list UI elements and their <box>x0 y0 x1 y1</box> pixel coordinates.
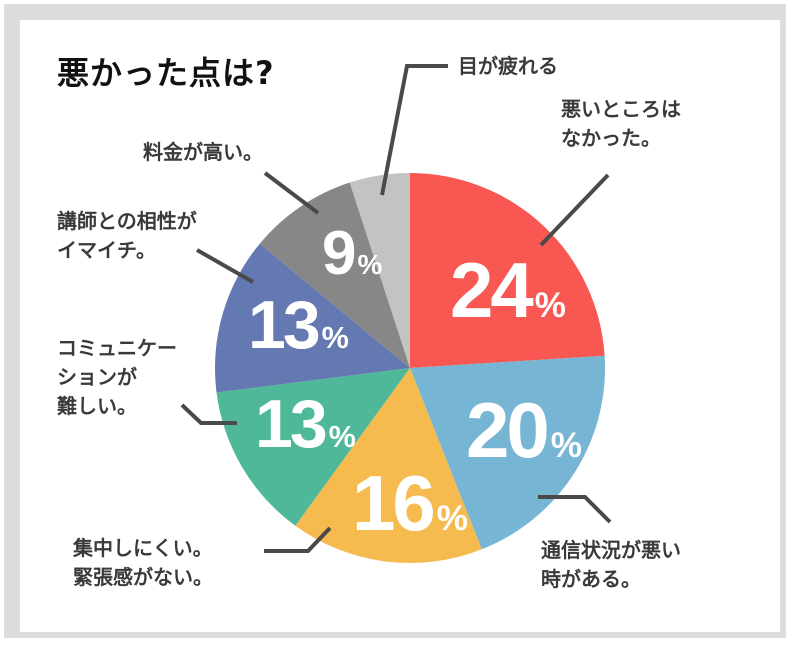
pie-slice <box>410 173 605 368</box>
leader-line-none <box>539 173 610 247</box>
leader-line-price <box>263 171 320 215</box>
chart-title: 悪かった点は? <box>57 54 275 92</box>
pie-slice <box>215 243 410 393</box>
pie-slice <box>349 173 410 368</box>
pie-slice <box>410 355 606 550</box>
label-none: 悪いところは なかった。 <box>561 97 681 150</box>
leader-line-teacher <box>196 248 254 284</box>
pct-price: 9% <box>322 219 383 288</box>
label-eyes: 目が疲れる <box>458 54 558 78</box>
pie-slice <box>216 368 410 526</box>
leader-lines <box>180 64 612 553</box>
pie-slice <box>295 368 482 563</box>
label-price: 料金が高い。 <box>143 140 263 164</box>
pct-focus: 16% <box>352 459 468 547</box>
pct-teacher: 13% <box>248 287 349 363</box>
leader-line-communication <box>180 403 237 425</box>
pct-network: 20% <box>466 386 582 474</box>
label-focus: 集中しにくい。 緊張感がない。 <box>73 536 213 589</box>
leader-line-eyes <box>380 64 448 196</box>
label-communication: コミュニケー ションが 難しい。 <box>57 336 177 418</box>
pie-slices <box>215 173 606 563</box>
label-network: 通信状況が悪い 時がある。 <box>541 538 681 591</box>
pie-slice <box>259 182 410 368</box>
pct-communication: 13% <box>255 386 356 462</box>
leader-line-network <box>538 495 612 524</box>
leader-line-focus <box>264 526 332 553</box>
pct-none: 24% <box>450 246 566 334</box>
label-teacher: 講師との相性が イマイチ。 <box>57 209 197 262</box>
